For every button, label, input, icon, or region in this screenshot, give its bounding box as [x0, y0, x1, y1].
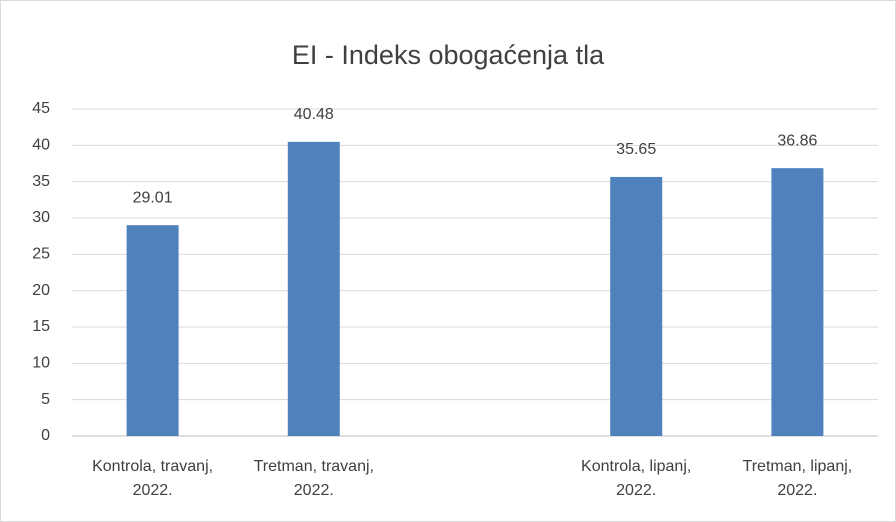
y-tick-label: 15: [32, 318, 50, 335]
y-tick-label: 35: [32, 173, 50, 190]
data-label: 40.48: [294, 106, 334, 123]
bar: [610, 176, 663, 436]
y-tick-label: 0: [41, 427, 50, 444]
bar: [126, 225, 179, 436]
y-tick-label: 40: [32, 137, 50, 154]
data-label: 36.86: [777, 132, 817, 149]
data-label: 35.65: [616, 141, 656, 158]
y-tick-label: 25: [32, 246, 50, 263]
bar: [771, 168, 824, 436]
x-tick-label: Kontrola, lipanj, 2022.: [581, 458, 692, 499]
y-tick-label: 20: [32, 282, 50, 299]
y-tick-label: 30: [32, 209, 50, 226]
x-tick-label: Kontrola, travanj, 2022.: [92, 458, 214, 499]
data-label: 29.01: [133, 189, 173, 206]
y-tick-label: 10: [32, 355, 50, 372]
x-tick-label: Tretman, lipanj, 2022.: [742, 458, 853, 499]
bar: [287, 141, 340, 436]
chart-title: EI - Indeks obogaćenja tla: [292, 40, 605, 70]
y-tick-label: 45: [32, 100, 50, 117]
x-tick-label: Tretman, travanj, 2022.: [253, 458, 374, 499]
y-tick-label: 5: [41, 391, 50, 408]
